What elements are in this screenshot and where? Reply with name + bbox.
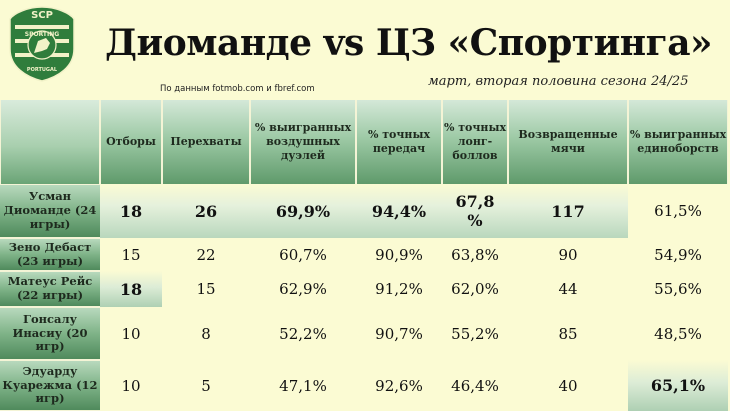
header-pass-accuracy: % точных передач [356, 100, 442, 184]
table-cell: 90,9% [375, 245, 423, 264]
svg-text:PORTUGAL: PORTUGAL [27, 67, 58, 73]
header-tackles: Отборы [100, 100, 162, 184]
row-label-diomande: Усман Диоманде (24 игры) [0, 184, 100, 238]
row-label-quaresma: Эдуарду Куарежма (12 игр) [0, 360, 100, 411]
table-cell: 15 [196, 280, 216, 298]
table-cell: 8 [201, 324, 211, 343]
row-label-reis: Матеус Рейс (22 игры) [0, 271, 100, 307]
page-subtitle: март, вторая половина сезона 24/25 [428, 74, 689, 89]
header-duels-won: % выигранных единоборств [628, 100, 728, 184]
svg-text:SPORTING: SPORTING [25, 31, 60, 38]
header-interceptions: Перехваты [162, 100, 250, 184]
table-cell: 117 [508, 184, 628, 238]
header-aerial-duels: % выигранных воздушных дуэлей [250, 100, 356, 184]
stats-table: Отборы Перехваты % выигранных воздушных … [0, 100, 730, 411]
table-cell: 60,7% [279, 245, 327, 264]
table-cell: 65,1% [628, 360, 728, 411]
table-cell: 52,2% [279, 324, 327, 343]
table-cell: 94,4% [356, 184, 442, 238]
table-cell: 44 [558, 280, 578, 298]
table-corner [0, 100, 100, 184]
table-cell: 47,1% [279, 376, 327, 395]
table-cell: 55,6% [654, 280, 702, 298]
table-cell: 18 [100, 271, 162, 307]
table-cell: 91,2% [375, 280, 423, 298]
table-cell: 67,8 % [442, 184, 508, 238]
table-cell: 18 [100, 184, 162, 238]
sporting-logo: SCP SPORTING PORTUGAL [9, 6, 75, 82]
table-cell: 90 [558, 245, 578, 264]
table-cell: 46,4% [451, 376, 499, 395]
table-cell: 90,7% [375, 324, 423, 343]
data-source-note: По данным fotmob.com и fbref.com [160, 84, 315, 94]
table-cell: 61,5% [654, 202, 702, 220]
table-cell: 48,5% [654, 324, 702, 343]
header-long-balls: % точных лонг-боллов [442, 100, 508, 184]
row-label-debast: Зено Дебаст (23 игры) [0, 238, 100, 271]
table-cell: 26 [162, 184, 250, 238]
table-cell: 62,9% [279, 280, 327, 298]
table-cell: 63,8% [451, 245, 499, 264]
table-cell: 15 [121, 245, 141, 264]
page-title: Диоманде vs ЦЗ «Спортинга» [105, 22, 713, 64]
table-cell: 69,9% [250, 184, 356, 238]
table-cell: 55,2% [451, 324, 499, 343]
table-cell: 62,0% [451, 280, 499, 298]
table-cell: 22 [196, 245, 216, 264]
table-cell: 10 [121, 324, 141, 343]
table-cell: 85 [558, 324, 578, 343]
header-recoveries: Возвращенные мячи [508, 100, 628, 184]
table-cell: 92,6% [375, 376, 423, 395]
table-cell: 54,9% [654, 245, 702, 264]
table-cell: 5 [201, 376, 211, 395]
table-cell: 10 [121, 376, 141, 395]
table-cell: 40 [558, 376, 578, 395]
svg-text:SCP: SCP [31, 10, 53, 21]
row-label-inacio: Гонсалу Инасиу (20 игр) [0, 307, 100, 360]
